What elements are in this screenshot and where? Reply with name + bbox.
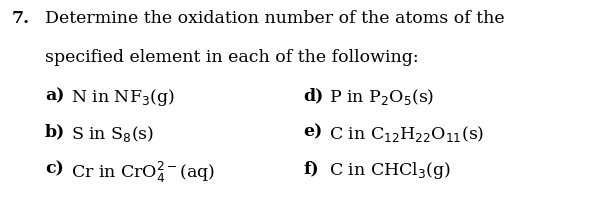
Text: P in P$_2$O$_5$(s): P in P$_2$O$_5$(s): [329, 87, 434, 107]
Text: 7.: 7.: [12, 10, 30, 27]
Text: e): e): [303, 124, 322, 141]
Text: S in S$_8$(s): S in S$_8$(s): [71, 124, 154, 144]
Text: a): a): [45, 87, 64, 104]
Text: N in NF$_3$(g): N in NF$_3$(g): [71, 87, 175, 108]
Text: b): b): [45, 124, 65, 141]
Text: c): c): [45, 160, 64, 177]
Text: d): d): [303, 87, 323, 104]
Text: specified element in each of the following:: specified element in each of the followi…: [45, 49, 419, 66]
Text: C in CHCl$_3$(g): C in CHCl$_3$(g): [329, 160, 451, 181]
Text: Determine the oxidation number of the atoms of the: Determine the oxidation number of the at…: [45, 10, 505, 27]
Text: Cr in CrO$_4^{2-}$(aq): Cr in CrO$_4^{2-}$(aq): [71, 160, 215, 185]
Text: f): f): [303, 160, 319, 177]
Text: C in C$_{12}$H$_{22}$O$_{11}$(s): C in C$_{12}$H$_{22}$O$_{11}$(s): [329, 124, 484, 144]
